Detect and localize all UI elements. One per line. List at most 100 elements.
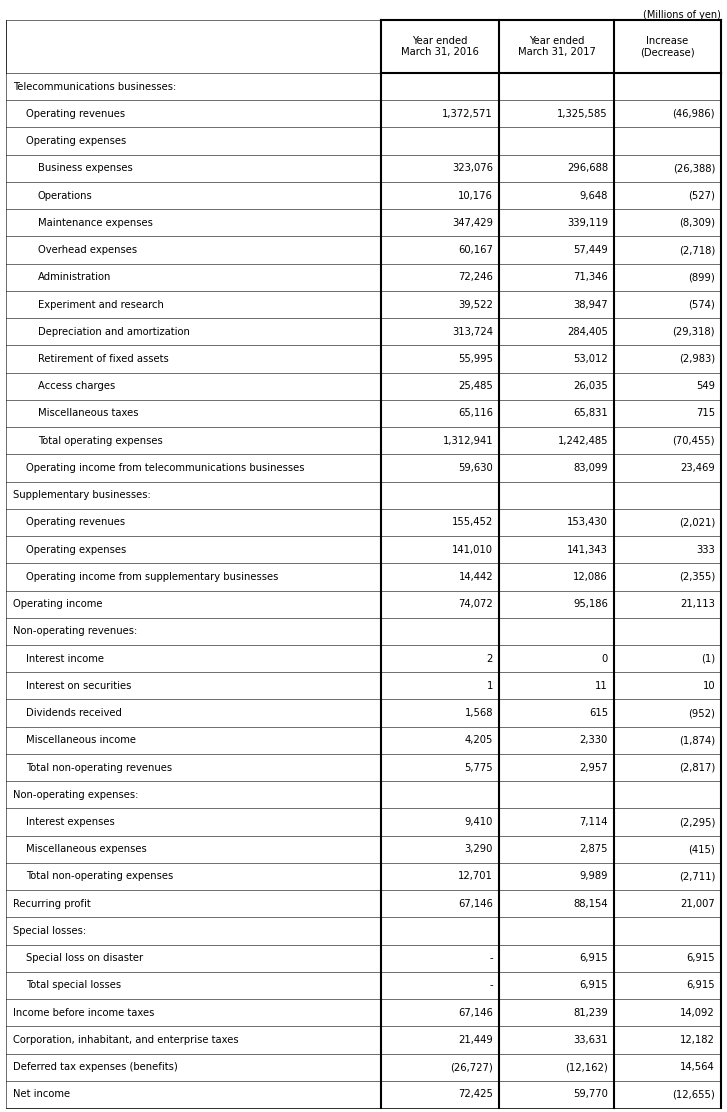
- Text: Non-operating revenues:: Non-operating revenues:: [13, 626, 137, 636]
- Text: 6,915: 6,915: [579, 981, 608, 991]
- Text: 59,770: 59,770: [573, 1090, 608, 1100]
- Text: 12,182: 12,182: [680, 1035, 715, 1045]
- Text: Overhead expenses: Overhead expenses: [38, 245, 137, 255]
- Text: Net income: Net income: [13, 1090, 70, 1100]
- Text: 33,631: 33,631: [574, 1035, 608, 1045]
- Text: 1,325,585: 1,325,585: [558, 109, 608, 119]
- Text: 14,564: 14,564: [680, 1062, 715, 1072]
- Text: 72,425: 72,425: [458, 1090, 493, 1100]
- Text: 313,724: 313,724: [452, 327, 493, 337]
- Text: 2,957: 2,957: [579, 763, 608, 773]
- Text: Year ended
March 31, 2016: Year ended March 31, 2016: [401, 36, 479, 58]
- Text: Depreciation and amortization: Depreciation and amortization: [38, 327, 190, 337]
- Text: 2: 2: [486, 654, 493, 664]
- Text: Deferred tax expenses (benefits): Deferred tax expenses (benefits): [13, 1062, 177, 1072]
- Text: 12,086: 12,086: [574, 572, 608, 582]
- Text: 1,372,571: 1,372,571: [442, 109, 493, 119]
- Text: 715: 715: [696, 408, 715, 418]
- Text: Recurring profit: Recurring profit: [13, 898, 91, 909]
- Text: (2,021): (2,021): [679, 517, 715, 527]
- Text: 55,995: 55,995: [458, 354, 493, 364]
- Text: 14,442: 14,442: [459, 572, 493, 582]
- Text: 549: 549: [696, 381, 715, 391]
- Text: Business expenses: Business expenses: [38, 163, 132, 173]
- Text: 1: 1: [486, 681, 493, 691]
- Text: 74,072: 74,072: [458, 599, 493, 609]
- Text: Supplementary businesses:: Supplementary businesses:: [13, 490, 150, 500]
- Text: 347,429: 347,429: [452, 218, 493, 228]
- Text: Interest income: Interest income: [26, 654, 104, 664]
- Text: 88,154: 88,154: [574, 898, 608, 909]
- Text: 39,522: 39,522: [458, 299, 493, 309]
- Text: (46,986): (46,986): [672, 109, 715, 119]
- Text: 81,239: 81,239: [574, 1007, 608, 1017]
- Text: (2,355): (2,355): [679, 572, 715, 582]
- Text: (2,983): (2,983): [679, 354, 715, 364]
- Text: (2,718): (2,718): [679, 245, 715, 255]
- Text: Total non-operating revenues: Total non-operating revenues: [26, 763, 172, 773]
- Text: 65,116: 65,116: [458, 408, 493, 418]
- Text: 3,290: 3,290: [465, 844, 493, 854]
- Text: 284,405: 284,405: [567, 327, 608, 337]
- Text: 67,146: 67,146: [458, 898, 493, 909]
- Text: Telecommunications businesses:: Telecommunications businesses:: [13, 81, 176, 91]
- Text: Non-operating expenses:: Non-operating expenses:: [13, 790, 138, 800]
- Text: (899): (899): [688, 272, 715, 282]
- Text: 21,007: 21,007: [680, 898, 715, 909]
- Text: (952): (952): [688, 708, 715, 718]
- Text: 65,831: 65,831: [574, 408, 608, 418]
- Text: 71,346: 71,346: [574, 272, 608, 282]
- Text: 72,246: 72,246: [458, 272, 493, 282]
- Text: 5,775: 5,775: [465, 763, 493, 773]
- Text: Operations: Operations: [38, 190, 92, 200]
- Text: Year ended
March 31, 2017: Year ended March 31, 2017: [518, 36, 595, 58]
- Text: 95,186: 95,186: [573, 599, 608, 609]
- Text: 23,469: 23,469: [680, 463, 715, 473]
- Text: Dividends received: Dividends received: [26, 708, 122, 718]
- Text: (Millions of yen): (Millions of yen): [643, 10, 721, 20]
- Text: Administration: Administration: [38, 272, 111, 282]
- Text: 153,430: 153,430: [567, 517, 608, 527]
- Text: Interest expenses: Interest expenses: [26, 817, 115, 827]
- Text: (415): (415): [688, 844, 715, 854]
- Text: 53,012: 53,012: [574, 354, 608, 364]
- Text: 26,035: 26,035: [574, 381, 608, 391]
- Text: Special loss on disaster: Special loss on disaster: [26, 953, 143, 963]
- Text: (70,455): (70,455): [672, 436, 715, 446]
- Text: Retirement of fixed assets: Retirement of fixed assets: [38, 354, 169, 364]
- Text: Experiment and research: Experiment and research: [38, 299, 164, 309]
- Text: Operating revenues: Operating revenues: [26, 517, 125, 527]
- Text: 9,410: 9,410: [465, 817, 493, 827]
- Text: Operating expenses: Operating expenses: [26, 545, 126, 555]
- Text: -: -: [489, 981, 493, 991]
- Text: Miscellaneous taxes: Miscellaneous taxes: [38, 408, 138, 418]
- Text: Income before income taxes: Income before income taxes: [13, 1007, 154, 1017]
- Text: 25,485: 25,485: [458, 381, 493, 391]
- Text: 12,701: 12,701: [458, 872, 493, 882]
- Text: Operating income from supplementary businesses: Operating income from supplementary busi…: [26, 572, 278, 582]
- Text: 2,330: 2,330: [579, 735, 608, 745]
- Text: 10: 10: [702, 681, 715, 691]
- Text: 57,449: 57,449: [574, 245, 608, 255]
- Text: 67,146: 67,146: [458, 1007, 493, 1017]
- Text: Operating revenues: Operating revenues: [26, 109, 125, 119]
- Text: 83,099: 83,099: [574, 463, 608, 473]
- Text: (1): (1): [701, 654, 715, 664]
- Text: 2,875: 2,875: [579, 844, 608, 854]
- Text: 141,343: 141,343: [567, 545, 608, 555]
- Text: 21,113: 21,113: [680, 599, 715, 609]
- Text: (1,874): (1,874): [679, 735, 715, 745]
- Text: 1,568: 1,568: [465, 708, 493, 718]
- Text: 0: 0: [602, 654, 608, 664]
- Text: -: -: [489, 953, 493, 963]
- Text: 10,176: 10,176: [458, 190, 493, 200]
- Text: 1,312,941: 1,312,941: [442, 436, 493, 446]
- Text: Access charges: Access charges: [38, 381, 115, 391]
- Text: Miscellaneous income: Miscellaneous income: [26, 735, 136, 745]
- Text: Operating expenses: Operating expenses: [26, 136, 126, 146]
- Text: Increase
(Decrease): Increase (Decrease): [640, 36, 695, 58]
- Text: 14,092: 14,092: [680, 1007, 715, 1017]
- Text: 4,205: 4,205: [465, 735, 493, 745]
- Text: Total special losses: Total special losses: [26, 981, 121, 991]
- Text: 615: 615: [589, 708, 608, 718]
